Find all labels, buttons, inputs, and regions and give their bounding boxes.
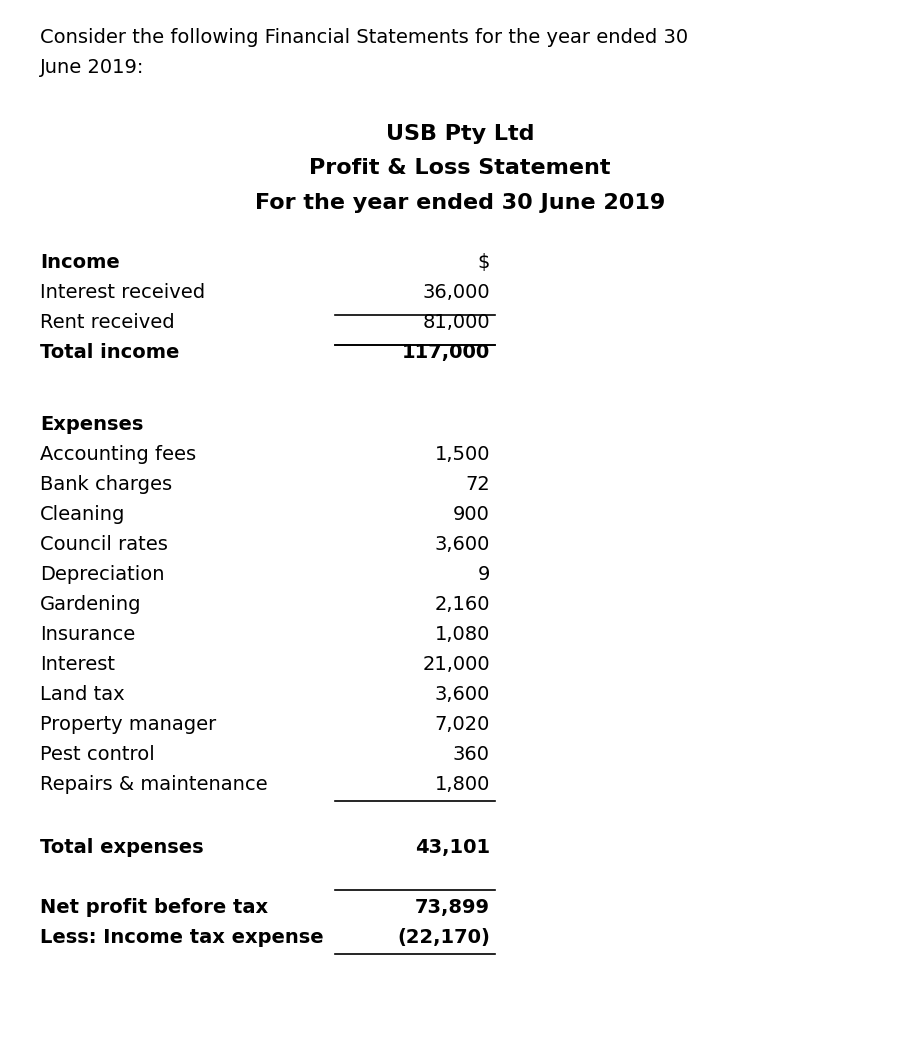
Text: Rent received: Rent received (40, 313, 175, 332)
Text: (22,170): (22,170) (397, 927, 490, 947)
Text: Total income: Total income (40, 343, 179, 362)
Text: 1,500: 1,500 (434, 445, 490, 464)
Text: Accounting fees: Accounting fees (40, 445, 197, 464)
Text: Repairs & maintenance: Repairs & maintenance (40, 776, 268, 794)
Text: Pest control: Pest control (40, 745, 154, 764)
Text: USB Pty Ltd: USB Pty Ltd (386, 124, 535, 144)
Text: Profit & Loss Statement: Profit & Loss Statement (309, 158, 611, 178)
Text: Cleaning: Cleaning (40, 505, 125, 524)
Text: 21,000: 21,000 (422, 655, 490, 674)
Text: 3,600: 3,600 (435, 685, 490, 704)
Text: 117,000: 117,000 (402, 343, 490, 362)
Text: 36,000: 36,000 (422, 283, 490, 302)
Text: 9: 9 (478, 565, 490, 584)
Text: Interest received: Interest received (40, 283, 205, 302)
Text: 81,000: 81,000 (422, 313, 490, 332)
Text: $: $ (478, 253, 490, 272)
Text: 3,600: 3,600 (435, 534, 490, 554)
Text: 1,800: 1,800 (435, 776, 490, 794)
Text: Less: Income tax expense: Less: Income tax expense (40, 927, 324, 947)
Text: 43,101: 43,101 (415, 838, 490, 857)
Text: June 2019:: June 2019: (40, 58, 144, 77)
Text: 360: 360 (453, 745, 490, 764)
Text: 2,160: 2,160 (434, 595, 490, 614)
Text: Insurance: Insurance (40, 625, 135, 645)
Text: Property manager: Property manager (40, 715, 217, 734)
Text: Gardening: Gardening (40, 595, 142, 614)
Text: Interest: Interest (40, 655, 115, 674)
Text: 72: 72 (465, 475, 490, 494)
Text: Income: Income (40, 253, 120, 272)
Text: Land tax: Land tax (40, 685, 124, 704)
Text: Depreciation: Depreciation (40, 565, 165, 584)
Text: Expenses: Expenses (40, 415, 143, 434)
Text: 900: 900 (453, 505, 490, 524)
Text: Council rates: Council rates (40, 534, 168, 554)
Text: 7,020: 7,020 (435, 715, 490, 734)
Text: Consider the following Financial Statements for the year ended 30: Consider the following Financial Stateme… (40, 28, 688, 47)
Text: 73,899: 73,899 (415, 898, 490, 917)
Text: Bank charges: Bank charges (40, 475, 172, 494)
Text: For the year ended 30 June 2019: For the year ended 30 June 2019 (255, 193, 665, 213)
Text: Total expenses: Total expenses (40, 838, 204, 857)
Text: Net profit before tax: Net profit before tax (40, 898, 268, 917)
Text: 1,080: 1,080 (435, 625, 490, 645)
